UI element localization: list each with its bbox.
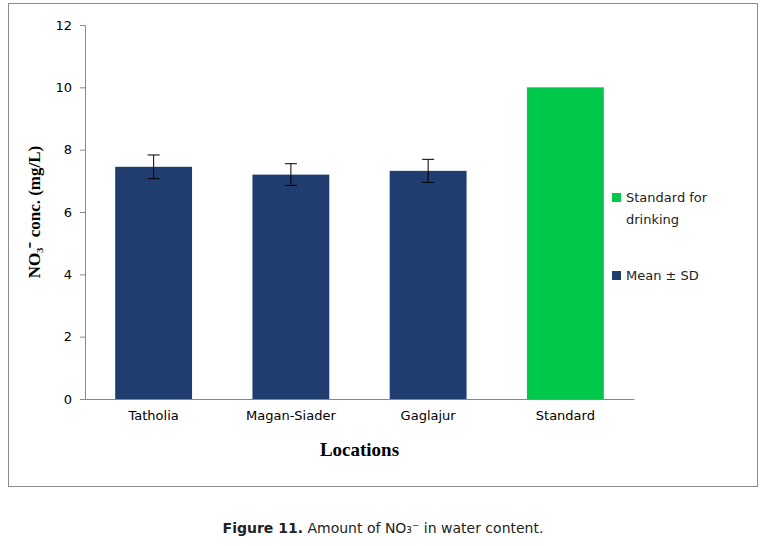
- caption: Figure 11. Amount of NO₃⁻ in water conte…: [223, 520, 544, 536]
- bar: [390, 171, 467, 399]
- y-tick-mark: [80, 212, 85, 213]
- y-tick: 2: [64, 329, 85, 344]
- y-tick: 8: [64, 142, 85, 157]
- legend: Standard for drinking Mean ± SD: [612, 190, 711, 283]
- y-tick: 6: [64, 205, 85, 220]
- error-cap: [285, 163, 297, 164]
- y-tick-mark: [80, 150, 85, 151]
- y-tick-label: 6: [64, 205, 72, 220]
- caption-part: Amount of NO₃⁻ in water content.: [303, 520, 543, 536]
- y-tick-label: 4: [64, 267, 72, 282]
- legend-swatch: [612, 271, 621, 280]
- x-axis: Tatholia Magan-Siader Gaglajur Standard: [86, 399, 635, 423]
- y-tick: 10: [55, 80, 85, 95]
- error-cap: [148, 178, 160, 179]
- x-tick-label: Standard: [536, 408, 595, 423]
- legend-label: Mean ± SD: [626, 268, 699, 283]
- error-cap: [422, 159, 434, 160]
- y-axis-line: [80, 26, 86, 400]
- y-tick: 12: [55, 18, 85, 33]
- y-tick-mark: [80, 274, 85, 275]
- x-tick-label: Tatholia: [128, 408, 179, 423]
- x-tick-label: Magan-Siader: [246, 408, 336, 423]
- bars: [115, 87, 604, 399]
- x-tick: Gaglajur: [401, 399, 457, 423]
- x-axis-line: [86, 399, 635, 400]
- bar: [252, 175, 329, 399]
- y-tick-label: 10: [55, 80, 72, 95]
- legend-swatch: [612, 193, 621, 202]
- y-tick-label: 2: [64, 329, 72, 344]
- legend-label: Standard for drinking: [626, 190, 711, 227]
- y-tick-label: 8: [64, 142, 72, 157]
- y-tick-mark: [80, 25, 85, 26]
- y-tick: 4: [64, 267, 85, 282]
- y-tick: 0: [64, 392, 85, 407]
- error-line: [428, 159, 429, 182]
- y-tick-label: 12: [55, 18, 72, 33]
- bar: [115, 167, 192, 399]
- y-tick-mark: [80, 337, 85, 338]
- y-tick-mark: [80, 87, 85, 88]
- error-bar: [285, 164, 297, 186]
- x-tick: Tatholia: [128, 399, 179, 423]
- x-tick: Standard: [536, 399, 595, 423]
- chart-frame: [9, 4, 758, 487]
- chart: 0 2 4 6 8 10 12 Tatholia Magan-Siader Gaglajur Sta…: [0, 0, 767, 546]
- error-cap: [285, 185, 297, 186]
- error-cap: [422, 182, 434, 183]
- error-line: [290, 164, 291, 186]
- x-tick-label: Gaglajur: [401, 408, 457, 423]
- y-axis: 0 2 4 6 8 10 12: [55, 18, 85, 407]
- error-line: [153, 155, 154, 179]
- caption-part: Figure 11.: [223, 520, 303, 536]
- y-tick-mark: [80, 399, 85, 400]
- x-tick: Magan-Siader: [246, 399, 336, 423]
- error-bar: [422, 159, 434, 182]
- y-axis-title: NO₃⁻ conc. (mg/L): [25, 146, 44, 278]
- x-axis-title: Locations: [320, 439, 399, 460]
- error-cap: [148, 154, 160, 155]
- bar: [527, 87, 604, 399]
- y-tick-label: 0: [64, 392, 72, 407]
- error-bar: [148, 155, 160, 179]
